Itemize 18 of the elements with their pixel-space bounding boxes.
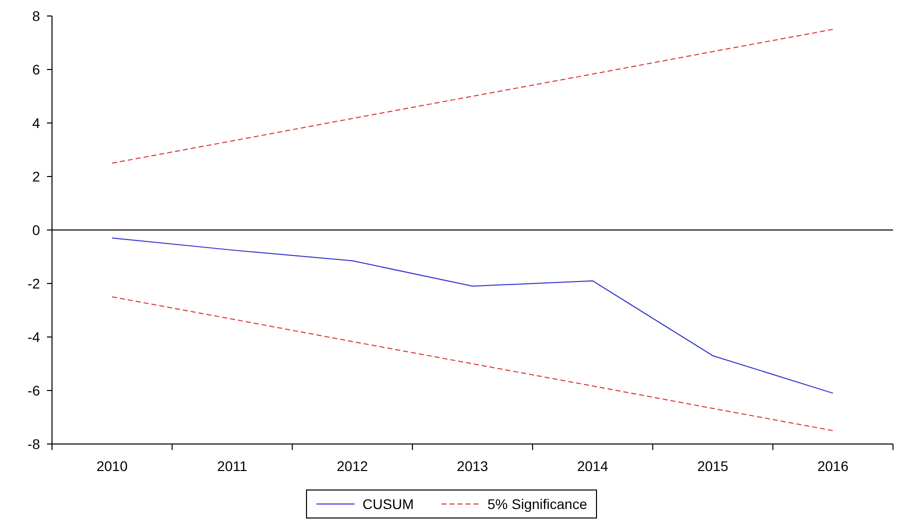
x-tick-label: 2013	[456, 458, 488, 474]
legend-label: 5% Significance	[488, 496, 588, 512]
y-tick-label: -6	[28, 382, 40, 398]
y-tick-label: 4	[32, 114, 40, 131]
x-tick-label: 2014	[577, 458, 608, 474]
x-tick-label: 2012	[336, 458, 368, 474]
y-tick-label: 6	[32, 61, 40, 78]
y-tick-label: 2	[32, 168, 40, 184]
y-tick-label: -8	[28, 436, 40, 452]
y-tick-label: 0	[32, 222, 40, 238]
x-tick-label: 2011	[217, 458, 248, 474]
x-tick-label: 2016	[817, 458, 849, 474]
y-tick-label: -2	[28, 275, 40, 292]
y-tick-label: 8	[32, 8, 40, 24]
y-tick-label: -4	[28, 328, 40, 345]
legend-label: CUSUM	[362, 496, 414, 512]
x-tick-label: 2015	[697, 458, 729, 474]
x-tick-label: 2010	[96, 458, 128, 474]
